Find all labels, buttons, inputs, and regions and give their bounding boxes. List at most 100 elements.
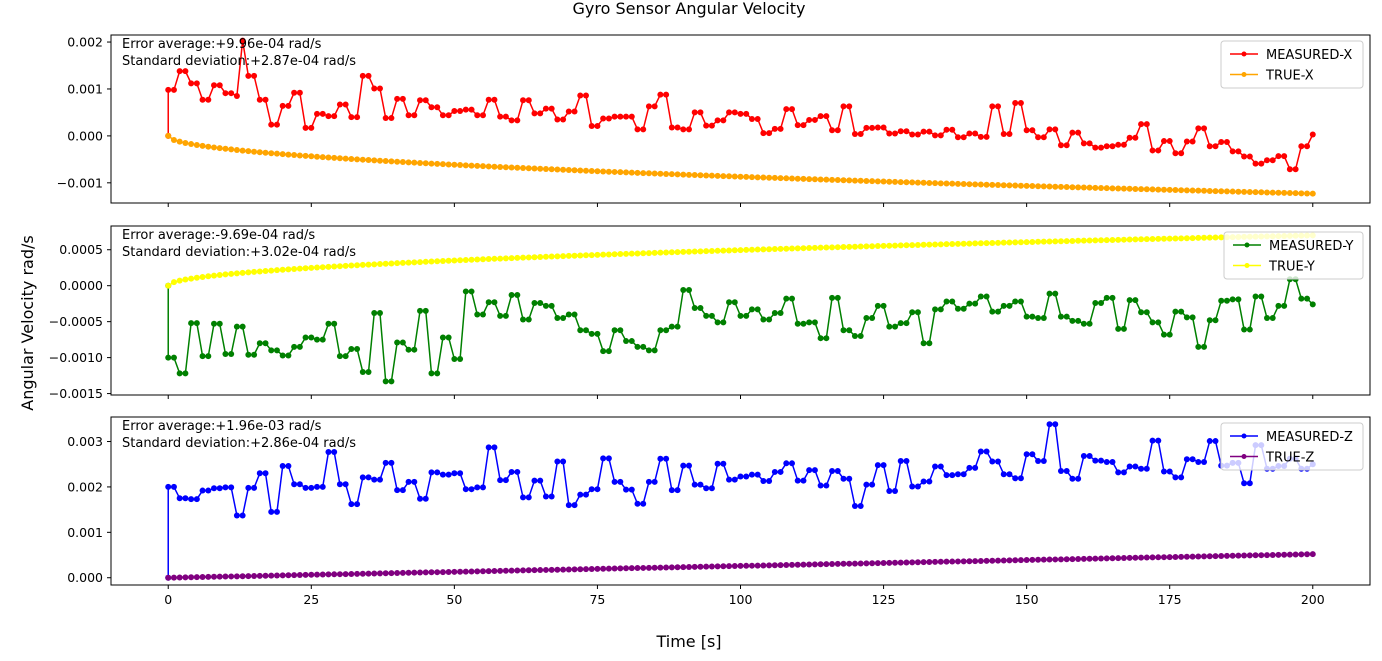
data-point [1017, 298, 1024, 305]
data-point [239, 512, 246, 519]
data-point [394, 487, 401, 494]
data-point [462, 288, 469, 295]
data-point [508, 255, 515, 262]
data-point [972, 181, 979, 188]
data-point [302, 571, 309, 578]
data-point [1160, 554, 1167, 561]
data-point [737, 110, 744, 117]
data-point [972, 240, 979, 247]
data-point [417, 495, 424, 502]
data-point [1052, 421, 1059, 428]
data-point [874, 560, 881, 567]
data-point [1138, 554, 1145, 561]
data-point [628, 113, 635, 120]
data-point [743, 473, 750, 480]
data-point [663, 91, 670, 98]
data-point [554, 458, 561, 465]
data-point [525, 97, 532, 104]
data-point [228, 270, 235, 277]
data-point [165, 354, 172, 361]
data-point [954, 305, 961, 312]
data-point [1206, 234, 1213, 241]
data-point [256, 340, 263, 347]
y-tick-label: 0.003 [67, 434, 103, 449]
data-point [903, 128, 910, 135]
data-point [308, 484, 315, 491]
data-point [382, 115, 389, 122]
data-point [417, 307, 424, 314]
data-point [811, 176, 818, 183]
data-point [216, 272, 223, 279]
data-point [645, 478, 652, 485]
data-point [451, 356, 458, 363]
error-average-text: Error average:+1.96e-03 rad/s [122, 419, 322, 434]
data-point [657, 170, 664, 177]
data-point [697, 109, 704, 116]
data-point [251, 484, 258, 491]
data-point [1069, 129, 1076, 136]
data-point [783, 175, 790, 182]
data-point [451, 161, 458, 168]
data-point [348, 262, 355, 269]
data-point [846, 560, 853, 567]
data-point [216, 320, 223, 327]
data-point [1080, 140, 1087, 147]
data-point [1201, 234, 1208, 241]
data-point [319, 110, 326, 117]
data-point [502, 113, 509, 120]
data-point [1035, 458, 1042, 465]
data-point [932, 180, 939, 187]
data-point [966, 464, 973, 471]
data-point [789, 460, 795, 467]
data-point [995, 308, 1002, 315]
data-point [216, 573, 223, 580]
data-point [520, 97, 527, 104]
legend-label: MEASURED-Z [1266, 430, 1353, 445]
data-point [983, 181, 990, 188]
data-point [291, 343, 298, 350]
data-point [222, 271, 229, 278]
data-point [829, 561, 836, 568]
data-point [560, 253, 567, 260]
data-point [222, 351, 229, 358]
data-point [468, 486, 475, 493]
data-point [1052, 290, 1059, 297]
data-point [989, 181, 996, 188]
data-point [811, 244, 818, 251]
data-point [1080, 555, 1087, 562]
data-point [995, 557, 1002, 564]
data-point [279, 572, 286, 579]
y-tick-label: 0.001 [67, 525, 103, 540]
data-point [1109, 143, 1116, 150]
data-point [977, 448, 984, 455]
data-point [554, 566, 561, 573]
data-point [1080, 237, 1087, 244]
data-point [291, 481, 298, 488]
data-point [354, 345, 361, 352]
data-point [211, 272, 218, 279]
data-point [720, 247, 727, 254]
data-point [611, 113, 618, 120]
data-point [228, 90, 235, 97]
data-point [279, 352, 286, 359]
data-point [428, 104, 435, 111]
data-point [714, 172, 721, 179]
data-point [296, 152, 303, 159]
data-point [651, 478, 658, 485]
data-point [1017, 475, 1024, 482]
data-point [754, 306, 761, 313]
data-point [537, 567, 544, 574]
data-point [909, 242, 916, 249]
data-point [806, 319, 813, 326]
data-point [1115, 555, 1122, 562]
data-point [1115, 185, 1122, 192]
data-point [954, 134, 961, 141]
data-point [943, 241, 950, 248]
data-point [691, 304, 698, 311]
data-point [491, 299, 498, 306]
data-point [1206, 317, 1213, 324]
data-point [760, 246, 767, 253]
data-point [903, 458, 910, 465]
data-point [216, 82, 223, 89]
data-point [1040, 458, 1047, 465]
